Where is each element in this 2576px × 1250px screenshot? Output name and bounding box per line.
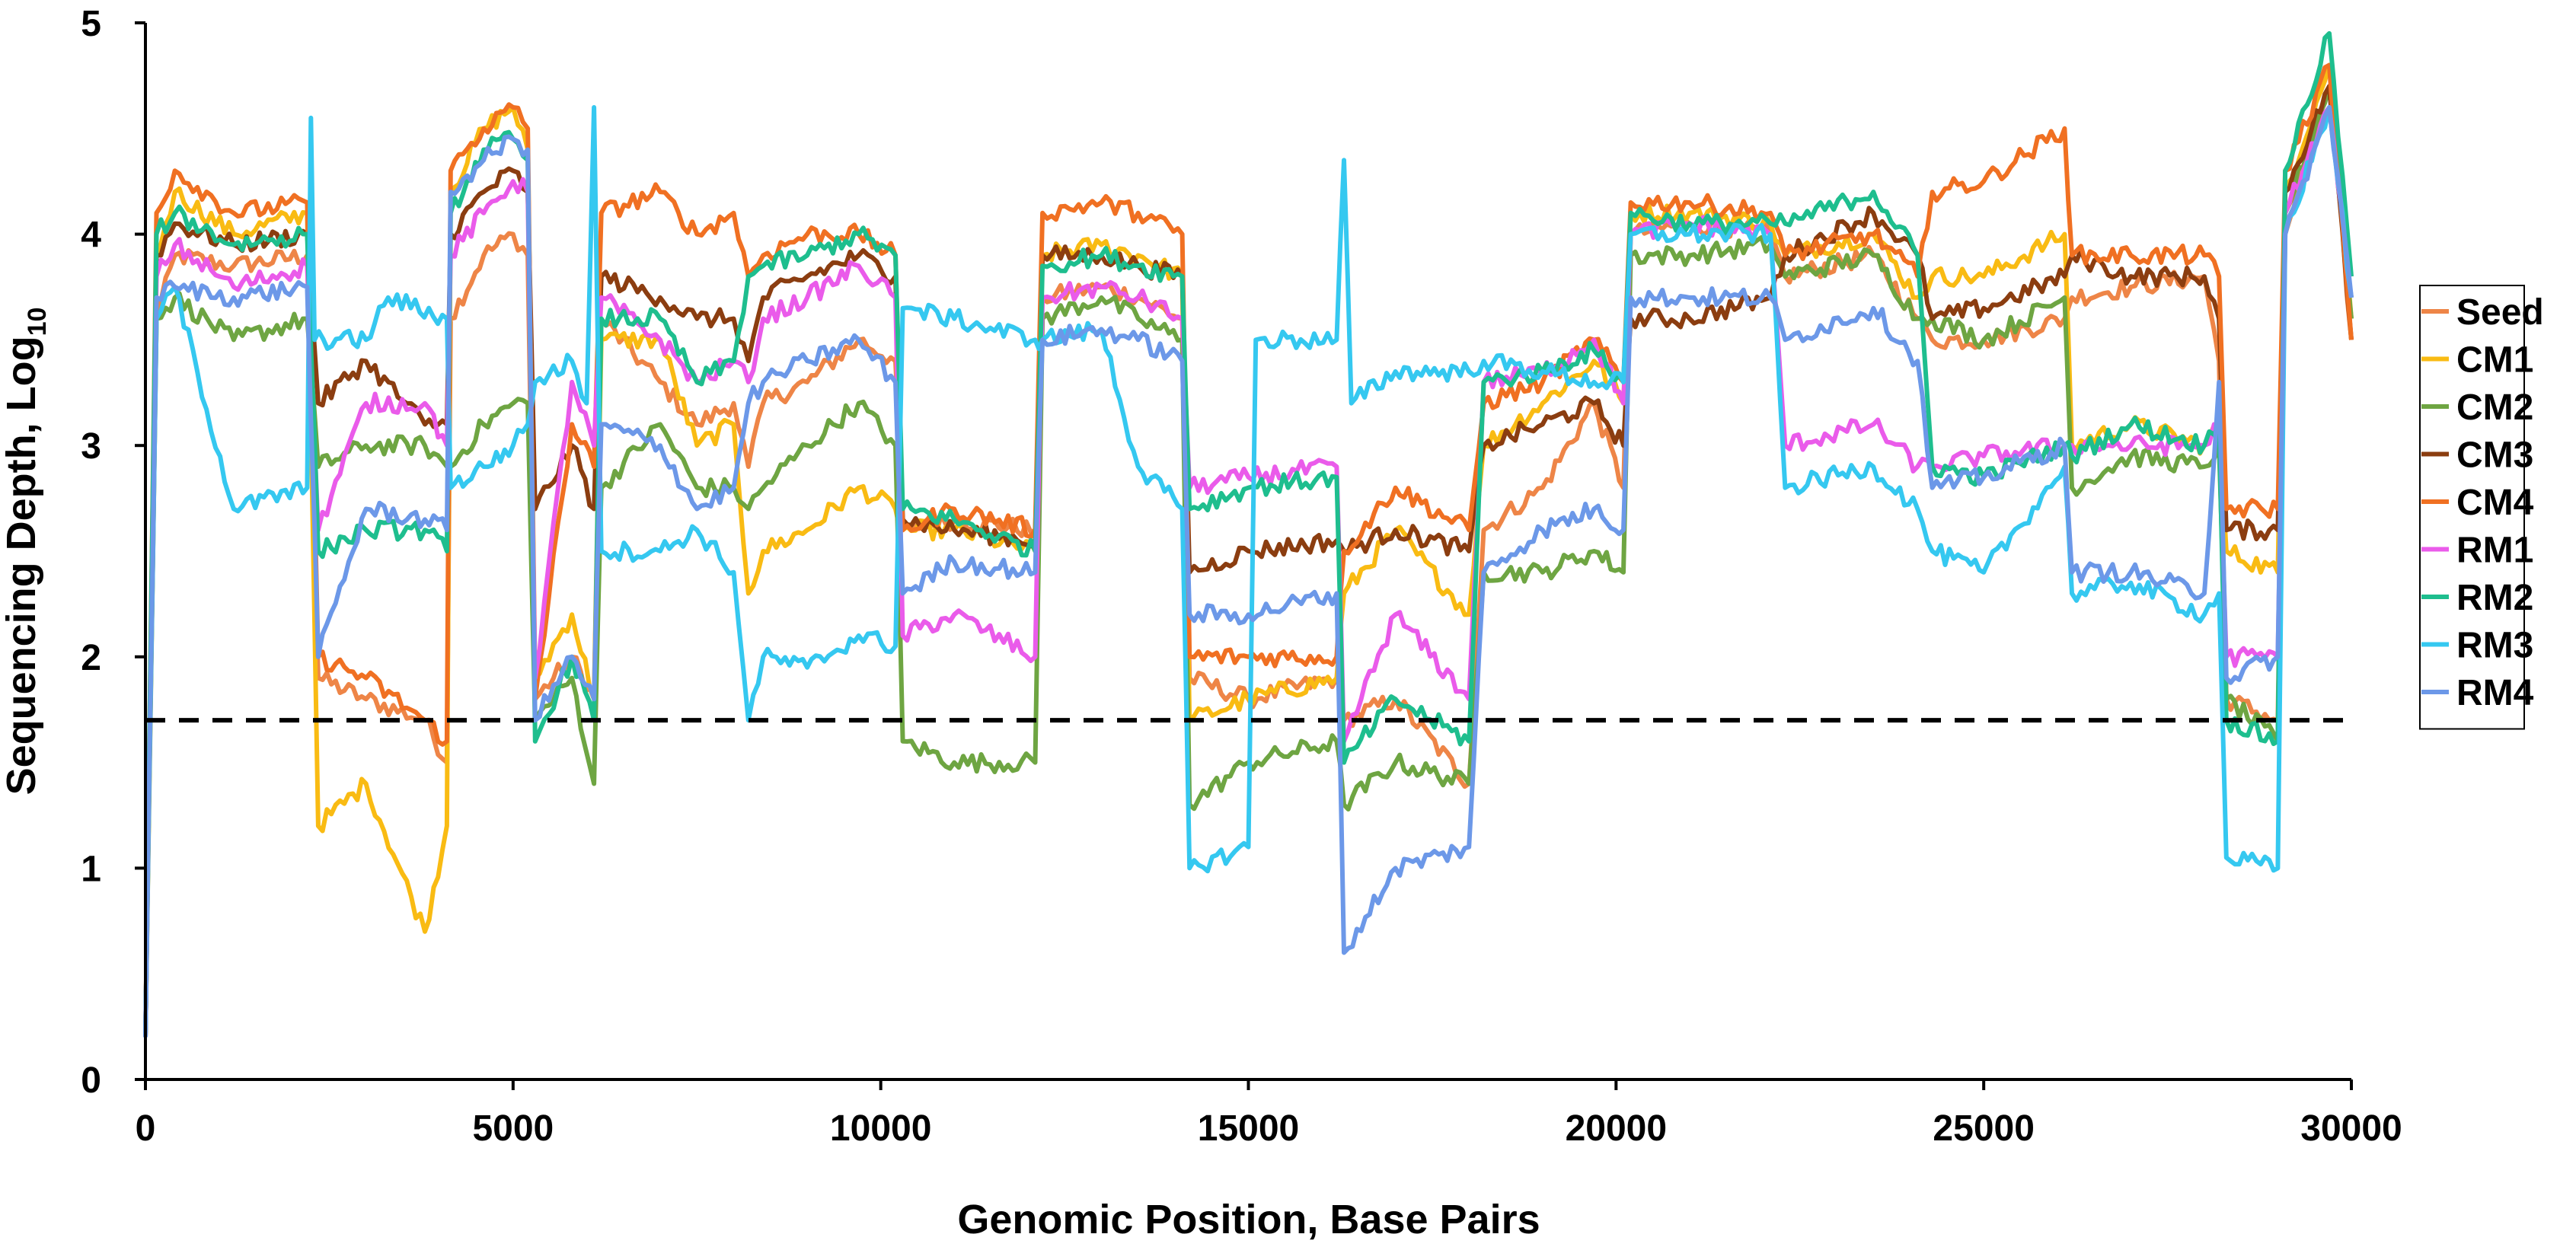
legend: Seed CM1 CM2 CM3 CM4 RM1 RM2 RM3 RM4	[2419, 285, 2544, 730]
legend-label-cm2: CM2	[2456, 387, 2533, 428]
x-tick-label: 0	[136, 1108, 156, 1149]
x-tick-label: 30000	[2300, 1108, 2402, 1149]
y-tick-label: 2	[81, 638, 101, 678]
series-line-rm4	[143, 105, 2354, 1038]
series-line-cm3	[143, 84, 2354, 1038]
x-ticks: 0 5000 10000 15000 20000 25000 30000	[136, 1079, 2402, 1149]
y-axis-title: Sequencing Depth, Log10	[0, 308, 52, 796]
x-tick-label: 25000	[1933, 1108, 2034, 1149]
legend-label-cm1: CM1	[2456, 340, 2533, 381]
series-layer	[143, 30, 2354, 1038]
series-line-rm3	[143, 105, 2354, 1038]
legend-label-rm3: RM3	[2456, 626, 2533, 666]
y-axis-title-subscript: 10	[23, 308, 52, 336]
y-tick-label: 3	[81, 426, 101, 467]
y-tick-label: 4	[81, 215, 101, 256]
series-line-rm2	[143, 30, 2354, 1038]
y-ticks: 0 1 2 3 4 5	[81, 4, 145, 1101]
legend-label-rm2: RM2	[2456, 578, 2533, 618]
y-tick-label: 5	[81, 4, 101, 44]
legend-label-rm1: RM1	[2456, 531, 2533, 571]
series-line-seed	[143, 84, 2354, 1038]
y-tick-label: 0	[81, 1060, 101, 1101]
series-line-cm2	[143, 84, 2354, 1038]
x-tick-label: 20000	[1566, 1108, 1667, 1149]
y-tick-label: 1	[81, 849, 101, 889]
series-line-rm1	[143, 105, 2354, 1038]
legend-label-seed: Seed	[2456, 292, 2544, 333]
x-axis-title: Genomic Position, Base Pairs	[957, 1197, 1540, 1242]
y-axis-title-main: Sequencing Depth, Log	[0, 336, 44, 795]
legend-label-cm3: CM3	[2456, 435, 2533, 476]
legend-label-rm4: RM4	[2456, 673, 2534, 713]
x-tick-label: 10000	[830, 1108, 931, 1149]
x-tick-label: 5000	[472, 1108, 554, 1149]
legend-label-cm4: CM4	[2456, 483, 2534, 523]
x-tick-label: 15000	[1198, 1108, 1299, 1149]
